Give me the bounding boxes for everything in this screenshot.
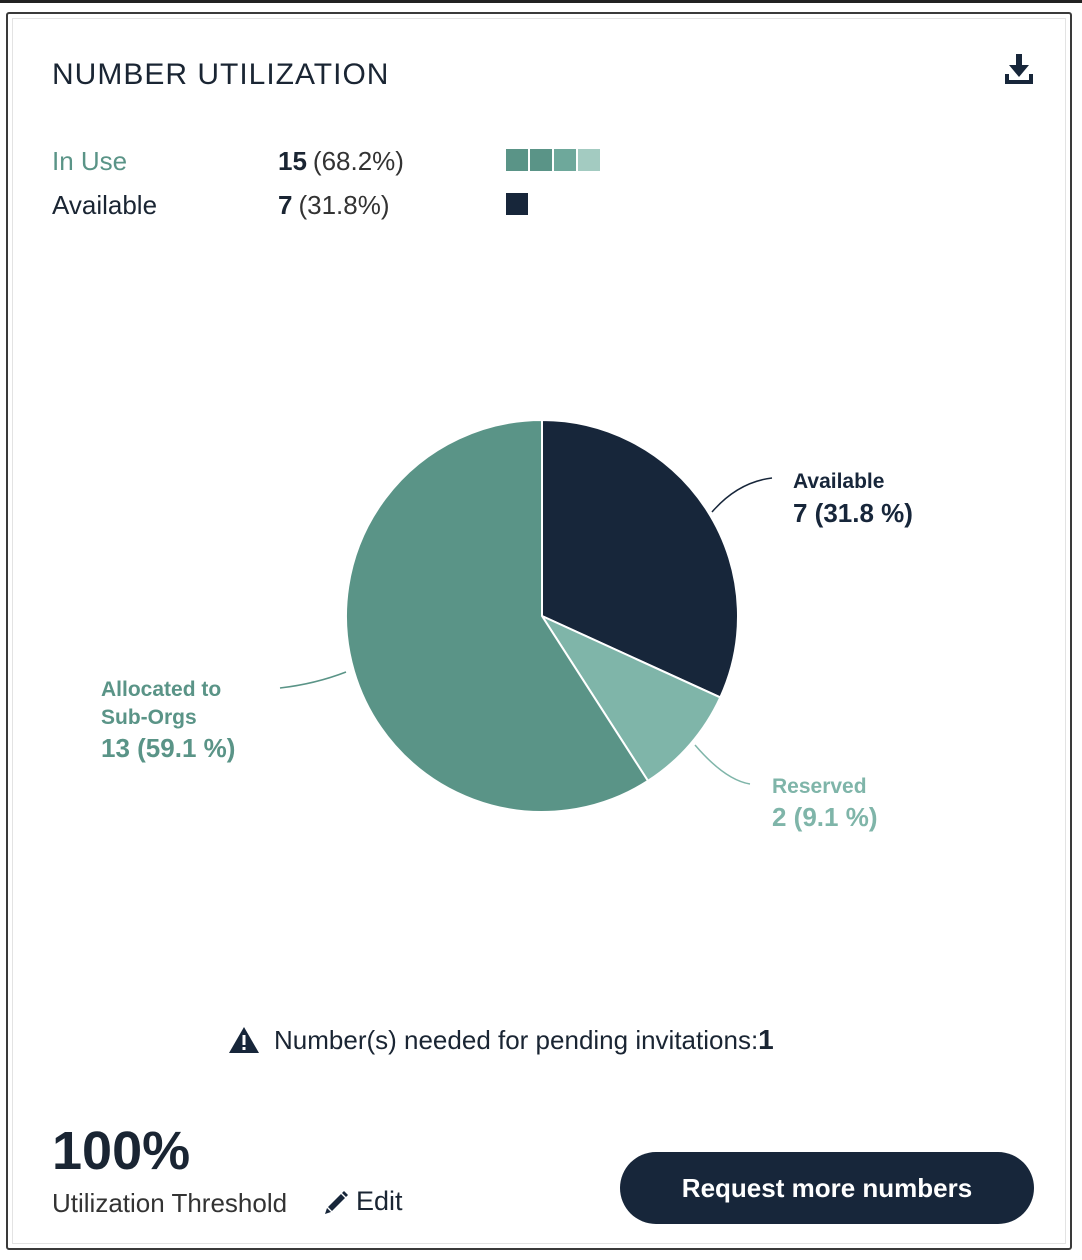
legend-in-use-label: In Use — [52, 146, 128, 176]
threshold-value: 100% — [52, 1121, 191, 1181]
pie-slice-available[interactable] — [541, 418, 739, 699]
request-more-numbers-button[interactable]: Request more numbers — [620, 1152, 1034, 1224]
legend-available-swatches — [506, 193, 528, 215]
card-inner-border — [12, 18, 1066, 1244]
legend-in-use-count: 15 — [278, 146, 307, 176]
threshold-label: Utilization Threshold — [52, 1188, 288, 1218]
legend-available-percent: (31.8%) — [298, 190, 390, 220]
legend-in-use-percent: (68.2%) — [312, 146, 404, 176]
window-top-border — [0, 0, 1082, 3]
legend-available-value: 7 (31.8%) — [278, 190, 390, 221]
callout-allocated-value: 13 (59.1 %) — [101, 733, 236, 763]
warning-text: Number(s) needed for pending invitations… — [274, 1024, 759, 1055]
pie-slice-reserved[interactable] — [539, 613, 722, 783]
pencil-icon — [325, 1190, 348, 1214]
legend-in-use-swatches — [506, 149, 600, 171]
callout-allocated-line2: Sub-Orgs — [101, 706, 197, 729]
swatch-available — [506, 193, 528, 215]
edit-threshold-link[interactable]: Edit — [324, 1186, 403, 1217]
callout-available-name: Available — [793, 470, 885, 493]
legend-available-count: 7 — [278, 190, 293, 220]
swatch-3 — [554, 149, 576, 171]
swatch-1 — [506, 149, 528, 171]
callout-allocated-line1: Allocated to — [101, 678, 222, 701]
warning-triangle-icon — [229, 1027, 259, 1053]
swatch-2 — [530, 149, 552, 171]
reserved-leader-line — [694, 744, 751, 785]
callout-available-value: 7 (31.8 %) — [793, 498, 913, 528]
pie-slice-allocated-to-sub-orgs[interactable] — [345, 418, 650, 813]
legend-available-label: Available — [52, 190, 158, 220]
legend-in-use-value: 15 (68.2%) — [278, 146, 404, 177]
allocated-leader-line — [279, 671, 347, 689]
pending-invitations-warning: Number(s) needed for pending invitations… — [228, 1024, 774, 1056]
available-leader-line — [711, 477, 773, 513]
swatch-4 — [578, 149, 600, 171]
download-icon — [1005, 54, 1033, 84]
edit-label: Edit — [356, 1186, 403, 1216]
utilization-pie-chart — [279, 418, 773, 813]
download-button[interactable] — [1000, 52, 1038, 88]
callout-reserved-name: Reserved — [772, 775, 867, 798]
card-title: NUMBER UTILIZATION — [52, 58, 390, 91]
warning-count: 1 — [758, 1024, 774, 1055]
callout-reserved-value: 2 (9.1 %) — [772, 802, 878, 832]
